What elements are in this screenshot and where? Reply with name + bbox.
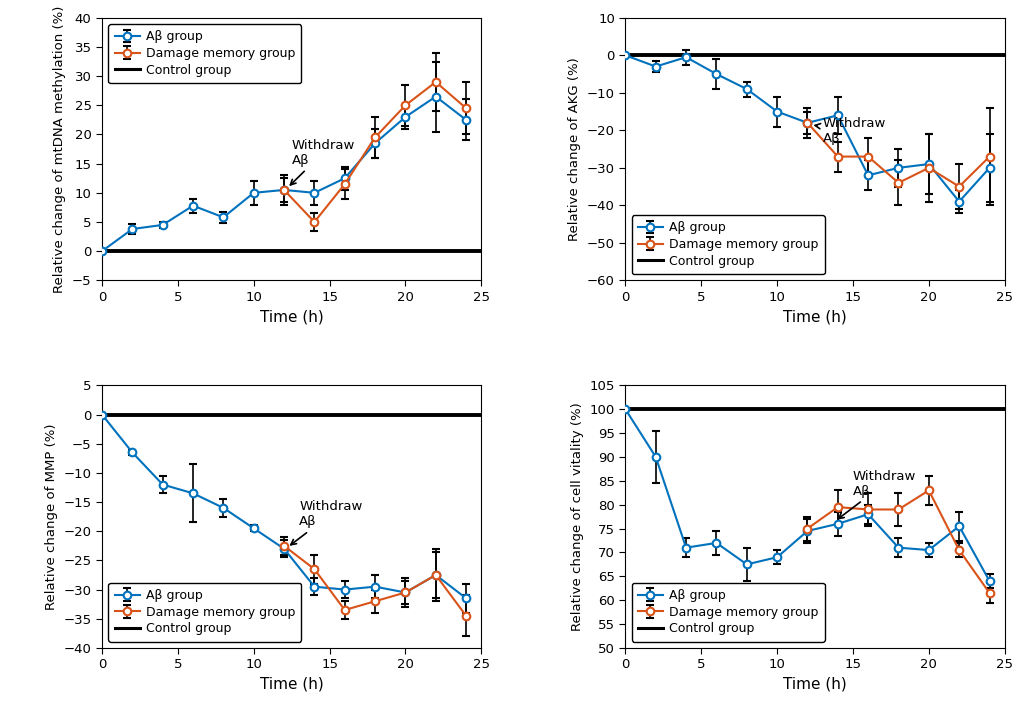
Text: Withdraw
Aβ: Withdraw Aβ [290, 139, 355, 185]
Y-axis label: Relative change of AKG (%): Relative change of AKG (%) [568, 57, 581, 241]
Text: Withdraw
Aβ: Withdraw Aβ [814, 117, 886, 145]
Legend: Aβ group, Damage memory group, Control group: Aβ group, Damage memory group, Control g… [631, 215, 824, 274]
X-axis label: Time (h): Time (h) [783, 677, 846, 692]
Legend: Aβ group, Damage memory group, Control group: Aβ group, Damage memory group, Control g… [631, 582, 824, 642]
Legend: Aβ group, Damage memory group, Control group: Aβ group, Damage memory group, Control g… [108, 582, 301, 642]
Y-axis label: Relative change of cell vitality (%): Relative change of cell vitality (%) [571, 402, 584, 631]
Y-axis label: Relative change of MMP (%): Relative change of MMP (%) [45, 424, 58, 610]
Text: Withdraw
Aβ: Withdraw Aβ [290, 501, 362, 545]
X-axis label: Time (h): Time (h) [783, 309, 846, 325]
Text: Withdraw
Aβ: Withdraw Aβ [838, 469, 915, 518]
X-axis label: Time (h): Time (h) [260, 677, 323, 692]
Legend: Aβ group, Damage memory group, Control group: Aβ group, Damage memory group, Control g… [108, 24, 301, 83]
Y-axis label: Relative change of mtDNA methylation (%): Relative change of mtDNA methylation (%) [53, 6, 66, 293]
X-axis label: Time (h): Time (h) [260, 309, 323, 325]
